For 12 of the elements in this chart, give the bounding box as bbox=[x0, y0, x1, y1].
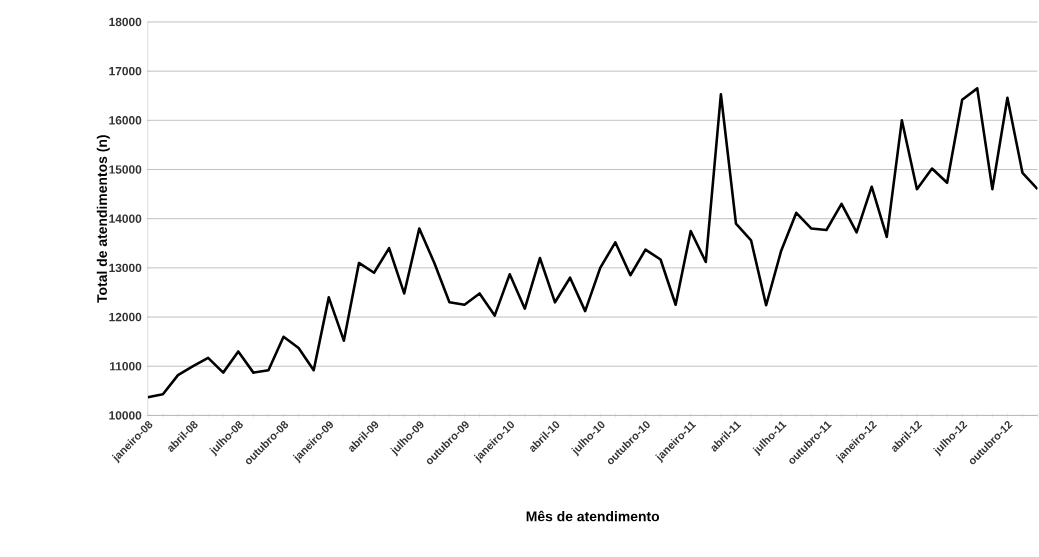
line-series bbox=[147, 86, 1038, 399]
x-axis-title: Mês de atendimento bbox=[526, 510, 660, 522]
y-axis-title: Total de atendimentos (n) bbox=[96, 135, 110, 303]
y-tick-label: 14000 bbox=[109, 214, 142, 223]
y-tick-label: 11000 bbox=[110, 361, 142, 371]
y-tick-label: 17000 bbox=[109, 66, 142, 76]
y-tick-label: 13000 bbox=[109, 263, 142, 272]
y-tick-label: 12000 bbox=[109, 312, 142, 322]
y-tick-label: 16000 bbox=[109, 115, 142, 125]
y-tick-label: 15000 bbox=[109, 165, 142, 174]
y-tick-label: 10000 bbox=[109, 411, 142, 420]
y-tick-label: 18000 bbox=[109, 17, 142, 27]
